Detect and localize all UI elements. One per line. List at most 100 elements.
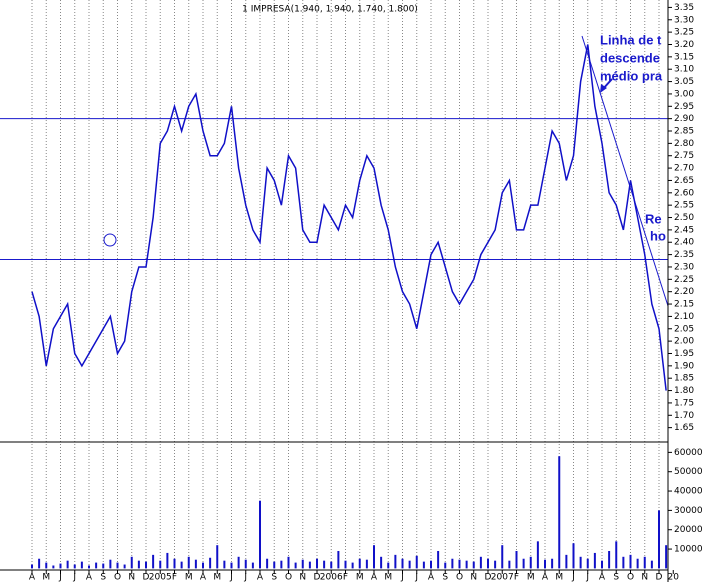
trend-line	[581, 35, 668, 307]
annotation: descende	[600, 50, 660, 65]
volume-bar	[38, 558, 41, 569]
volume-bar	[202, 562, 204, 569]
volume-bar	[130, 556, 133, 569]
x-tick-label: A	[86, 573, 93, 582]
volume-bar	[237, 556, 240, 569]
volume-bar	[187, 556, 190, 569]
volume-bar	[95, 562, 98, 569]
x-tick-label: J	[58, 573, 62, 582]
volume-bar	[137, 560, 140, 569]
y-tick-label: 2.60	[674, 188, 694, 198]
volume-bar	[437, 550, 440, 569]
volume-bar	[658, 510, 660, 569]
volume-bar	[430, 560, 432, 569]
plot-layer: Linha de t descende médio pra Re ho	[0, 32, 668, 569]
volume-bar	[593, 552, 596, 569]
volume-bar	[301, 559, 304, 569]
volume-bar	[415, 555, 418, 569]
volume-bar	[230, 562, 233, 569]
volume-bar	[358, 558, 361, 569]
volume-bar	[380, 556, 383, 569]
volume-bar	[344, 560, 347, 569]
annotation: Re	[645, 211, 662, 226]
volume-bar	[408, 560, 411, 569]
annotation: médio pra	[600, 68, 663, 83]
volume-bar	[216, 545, 219, 569]
volume-bar	[102, 563, 105, 569]
x-tick-label: N	[470, 573, 477, 582]
x-tick-label: 2006	[320, 573, 343, 582]
volume-bar	[643, 556, 646, 569]
volume-bar	[522, 558, 525, 569]
x-tick-label: A	[428, 573, 435, 582]
x-tick-label: F	[343, 573, 348, 582]
y-tick-label: 2.20	[674, 287, 694, 297]
x-tick-label: D	[143, 573, 150, 582]
y-tick-label: 1.70	[674, 411, 694, 421]
volume-bar	[479, 556, 482, 569]
x-tick-label: M	[213, 573, 221, 582]
x-tick-label: M	[42, 573, 50, 582]
volume-bar	[451, 558, 454, 569]
x-tick-label: O	[627, 573, 634, 582]
x-tick-label: O	[114, 573, 121, 582]
volume-bar	[273, 561, 276, 569]
volume-bar	[508, 560, 511, 569]
y-tick-label: 1.85	[674, 374, 694, 384]
volume-bar	[152, 554, 155, 569]
volume-bar	[66, 560, 69, 569]
x-tick-label: 2007	[491, 573, 514, 582]
volume-bar	[116, 562, 119, 569]
y-tick-label: 2.35	[674, 250, 694, 260]
volume-bar	[145, 561, 147, 569]
y-tick-label: 2.05	[674, 324, 694, 334]
y-tick-label: 3.05	[674, 77, 694, 87]
volume-bar	[280, 560, 283, 569]
y-tick-label: 10000	[674, 545, 703, 555]
y-tick-label: 20000	[674, 525, 703, 535]
volume-bar	[80, 561, 83, 569]
x-tick-label: D	[656, 573, 663, 582]
volume-bar	[565, 554, 568, 569]
x-tick-label: S	[442, 573, 448, 582]
volume-bar	[159, 560, 162, 569]
y-tick-label: 30000	[674, 506, 703, 516]
x-tick-label: S	[100, 573, 106, 582]
volume-bar	[472, 561, 475, 569]
volume-bar	[259, 500, 261, 569]
x-tick-label: S	[613, 573, 619, 582]
x-tick-label: J	[229, 573, 233, 582]
volume-bar	[551, 558, 554, 569]
y-tick-label: 1.90	[674, 361, 694, 371]
annotation: Linha de t	[600, 32, 662, 47]
x-tick-label: M	[555, 573, 563, 582]
y-tick-label: 1.80	[674, 386, 694, 396]
y-tick-label: 2.15	[674, 300, 694, 310]
volume-bar	[330, 561, 333, 569]
volume-bar	[294, 562, 297, 569]
volume-bar	[287, 556, 290, 569]
x-tick-label: N	[299, 573, 306, 582]
annotation: ho	[650, 228, 666, 243]
volume-bar	[52, 565, 55, 569]
volume-bar	[487, 558, 489, 569]
x-tick-label: J	[243, 573, 247, 582]
y-tick-label: 1.75	[674, 398, 694, 408]
y-tick-label: 60000	[674, 448, 703, 458]
volume-bar	[31, 564, 33, 569]
volume-bar	[529, 556, 532, 569]
volume-bar	[501, 545, 504, 569]
volume-bar	[622, 556, 625, 569]
y-tick-label: 2.90	[674, 114, 694, 124]
volume-bar	[544, 559, 546, 569]
y-tick-label: 2.50	[674, 213, 694, 223]
y-tick-label: 2.40	[674, 238, 694, 248]
x-tick-label: D	[314, 573, 321, 582]
volume-bar	[173, 558, 176, 569]
volume-bar	[45, 562, 48, 569]
y-tick-label: 2.70	[674, 164, 694, 174]
volume-bar	[558, 456, 561, 569]
y-tick-label: 3.30	[674, 15, 694, 25]
volume-bar	[323, 560, 326, 569]
